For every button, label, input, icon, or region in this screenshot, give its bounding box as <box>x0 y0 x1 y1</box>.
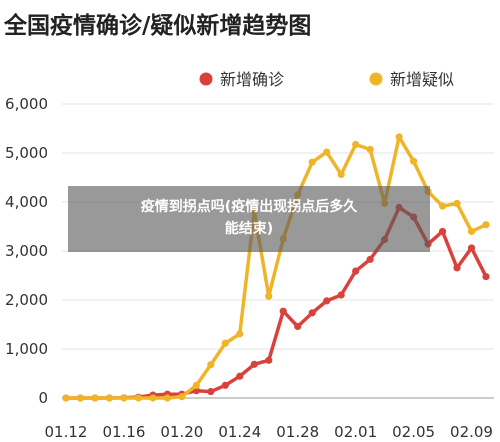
data-point <box>265 292 273 300</box>
data-point <box>438 227 447 236</box>
data-point <box>308 309 316 317</box>
y-tick-label: 2,000 <box>5 291 48 309</box>
headline-line-2: 能结束) <box>224 221 274 237</box>
data-point <box>337 170 345 179</box>
data-point <box>467 227 476 236</box>
y-tick-label: 4,000 <box>5 193 48 211</box>
data-point <box>91 394 99 402</box>
data-point <box>352 140 360 149</box>
data-point <box>178 393 186 401</box>
data-point <box>482 272 490 281</box>
data-point <box>323 297 331 305</box>
data-point <box>352 267 360 275</box>
data-point <box>105 394 114 402</box>
data-point <box>279 307 287 315</box>
data-point <box>366 145 374 154</box>
x-tick-label: 01.24 <box>218 423 261 441</box>
data-point <box>409 157 418 165</box>
data-point <box>265 356 273 364</box>
x-tick-label: 01.20 <box>160 423 203 441</box>
data-point <box>453 199 461 208</box>
data-point <box>207 361 215 369</box>
data-point <box>192 381 200 390</box>
data-point <box>250 360 258 368</box>
legend-label: 新增疑似 <box>390 70 454 89</box>
data-point <box>453 264 461 272</box>
data-point <box>120 394 128 402</box>
data-point <box>337 291 345 299</box>
y-tick-label: 5,000 <box>5 144 48 162</box>
x-tick-label: 02.05 <box>392 423 435 441</box>
y-tick-label: 6,000 <box>5 95 48 113</box>
data-point <box>236 372 244 380</box>
data-point <box>163 394 171 402</box>
y-tick-label: 0 <box>38 389 48 407</box>
data-point <box>62 394 70 402</box>
data-point <box>323 148 331 156</box>
x-tick-label: 01.12 <box>45 423 88 441</box>
data-point <box>467 244 476 252</box>
data-point <box>482 221 490 229</box>
y-tick-label: 3,000 <box>5 242 48 260</box>
series-line <box>66 135 487 400</box>
data-point <box>134 394 143 402</box>
data-point <box>221 339 229 347</box>
data-point <box>438 202 447 210</box>
y-tick-label: 1,000 <box>5 340 48 358</box>
x-axis-ticks: 01.12 01.16 01.20 01.24 01.28 02.01 02.05 02.09 <box>45 423 493 441</box>
data-point <box>207 387 215 396</box>
x-tick-label: 02.01 <box>334 423 377 441</box>
series-lines <box>62 133 490 402</box>
data-point <box>149 394 157 402</box>
data-point <box>236 330 244 338</box>
headline-line-1: 疫情到拐点吗(疫情出现拐点后多久 <box>140 199 358 215</box>
x-tick-label: 01.28 <box>276 423 319 441</box>
series-2 <box>62 133 490 402</box>
legend-label: 新增确诊 <box>220 70 284 89</box>
article-headline-banner[interactable]: 疫情到拐点吗(疫情出现拐点后多久 能结束) <box>68 186 430 252</box>
data-point <box>366 255 374 263</box>
x-tick-label: 01.16 <box>102 423 145 441</box>
y-axis-ticks: 0 1,000 2,000 3,000 4,000 5,000 6,000 <box>5 95 48 407</box>
legend-marker <box>369 72 383 86</box>
data-point <box>294 322 302 331</box>
chart-title: 全国疫情确诊/疑似新增趋势图 <box>4 13 312 39</box>
data-point <box>308 158 316 166</box>
data-point <box>395 133 403 141</box>
x-tick-label: 02.09 <box>450 423 493 441</box>
legend: 新增确诊 新增疑似 <box>199 70 454 89</box>
legend-marker <box>199 72 213 86</box>
data-point <box>221 381 229 389</box>
data-point <box>76 394 85 402</box>
